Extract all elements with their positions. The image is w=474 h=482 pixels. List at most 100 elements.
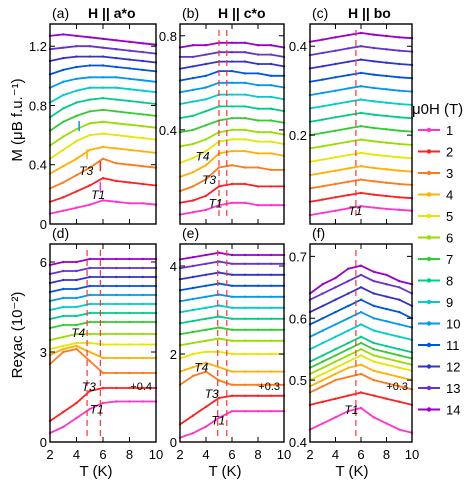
data-point-f-9 (385, 332, 388, 335)
data-point-e-6 (243, 339, 247, 342)
data-point-c-7 (385, 128, 388, 131)
data-point-a-6 (75, 128, 78, 131)
data-point-e-7 (256, 328, 260, 331)
data-point-f-2 (372, 394, 375, 397)
data-point-b-3 (204, 178, 208, 181)
data-point-f-11 (359, 298, 363, 301)
series-line-f-14 (309, 264, 413, 295)
y-tick-label-b: 0.8 (159, 29, 177, 44)
data-point-c-4 (359, 165, 363, 168)
data-point-c-11 (334, 76, 337, 79)
y-tick-label-b: 0.4 (159, 123, 177, 138)
data-point-d-1 (62, 425, 65, 429)
data-point-a-3 (128, 163, 131, 166)
x-tick-label-d: 10 (149, 447, 163, 462)
data-point-e-8 (230, 317, 234, 320)
data-point-a-14 (75, 34, 78, 38)
data-point-c-1 (347, 207, 350, 210)
data-point-c-8 (385, 114, 388, 118)
data-point-f-12 (321, 304, 324, 308)
data-point-d-5 (128, 343, 131, 346)
data-point-e-4 (191, 366, 195, 369)
data-point-e-9 (204, 306, 208, 309)
panel-title-b: (b) (182, 5, 199, 21)
data-point-e-9 (256, 306, 260, 309)
data-point-f-14 (398, 279, 401, 283)
data-point-d-12 (128, 275, 131, 279)
data-point-b-4 (230, 149, 234, 153)
data-point-c-12 (398, 62, 401, 66)
data-point-b-2 (230, 182, 234, 186)
legend-marker-14 (426, 407, 432, 412)
data-point-d-5 (62, 344, 65, 348)
data-point-f-1 (385, 422, 388, 425)
data-point-f-6 (334, 360, 337, 363)
data-point-e-4 (243, 370, 247, 373)
data-point-c-6 (385, 141, 388, 144)
field-direction-c: H || bo (348, 5, 391, 21)
data-point-d-4 (141, 356, 144, 360)
data-point-a-8 (101, 96, 105, 100)
annotation-b: T3 (202, 173, 216, 187)
series-line-f-2 (309, 391, 413, 406)
data-point-a-13 (62, 46, 65, 49)
data-point-f-12 (347, 292, 350, 295)
data-point-f-2 (321, 400, 324, 403)
panel-title-a: (a) (52, 5, 69, 21)
data-point-f-14 (347, 267, 350, 270)
data-point-b-11 (243, 72, 247, 75)
data-point-a-14 (115, 39, 118, 42)
data-point-e-7 (269, 328, 273, 331)
data-point-b-11 (191, 76, 195, 80)
data-point-b-5 (269, 140, 273, 143)
data-point-e-12 (230, 273, 234, 276)
data-point-f-6 (321, 366, 324, 369)
data-point-e-3 (269, 383, 273, 386)
data-point-c-10 (385, 88, 388, 91)
data-point-c-7 (398, 129, 401, 132)
data-point-d-12 (62, 278, 65, 282)
data-point-a-6 (141, 125, 144, 128)
data-point-b-10 (256, 84, 260, 87)
data-point-c-11 (359, 71, 363, 75)
x-tick-label-d: 8 (126, 447, 133, 462)
y-tick-label-a: 0.8 (29, 98, 47, 113)
y-tick-label-f: 0.6 (289, 311, 307, 326)
x-tick-label-f: 2 (306, 447, 313, 462)
data-point-d-11 (88, 284, 92, 288)
data-point-b-1 (256, 204, 260, 207)
data-point-b-14 (204, 44, 208, 47)
data-point-e-8 (191, 319, 195, 323)
xlabel-a: T (K) (79, 463, 112, 480)
panel-d: 0 3 6 2 4 6 8 10 (d) T1 T3 T4 +0.4 (40, 225, 163, 462)
data-point-d-4 (115, 356, 118, 360)
data-point-f-6 (359, 348, 363, 351)
data-point-f-7 (347, 348, 350, 351)
data-point-a-13 (101, 46, 105, 49)
data-point-b-1 (204, 208, 208, 212)
data-point-d-6 (128, 332, 131, 336)
data-point-e-9 (269, 306, 273, 309)
data-point-f-9 (347, 329, 350, 332)
data-point-d-4 (75, 344, 78, 348)
data-point-c-14 (398, 36, 401, 39)
data-point-f-4 (347, 366, 350, 369)
data-point-c-9 (372, 100, 375, 103)
data-point-f-1 (321, 422, 324, 425)
data-point-c-6 (398, 142, 401, 146)
series-line-c-11 (309, 71, 413, 83)
data-point-e-7 (191, 330, 195, 334)
data-point-e-10 (269, 295, 273, 298)
data-point-c-3 (347, 180, 350, 183)
data-point-a-5 (75, 139, 78, 143)
data-point-a-2 (88, 184, 92, 187)
data-point-d-7 (101, 320, 105, 324)
data-point-d-11 (115, 284, 118, 288)
data-point-c-1 (321, 211, 324, 215)
data-point-f-4 (372, 369, 375, 372)
data-point-b-4 (256, 152, 260, 155)
data-point-f-9 (321, 341, 324, 345)
data-point-a-9 (75, 89, 78, 92)
data-point-e-5 (269, 352, 273, 356)
legend-marker-1 (426, 127, 432, 133)
